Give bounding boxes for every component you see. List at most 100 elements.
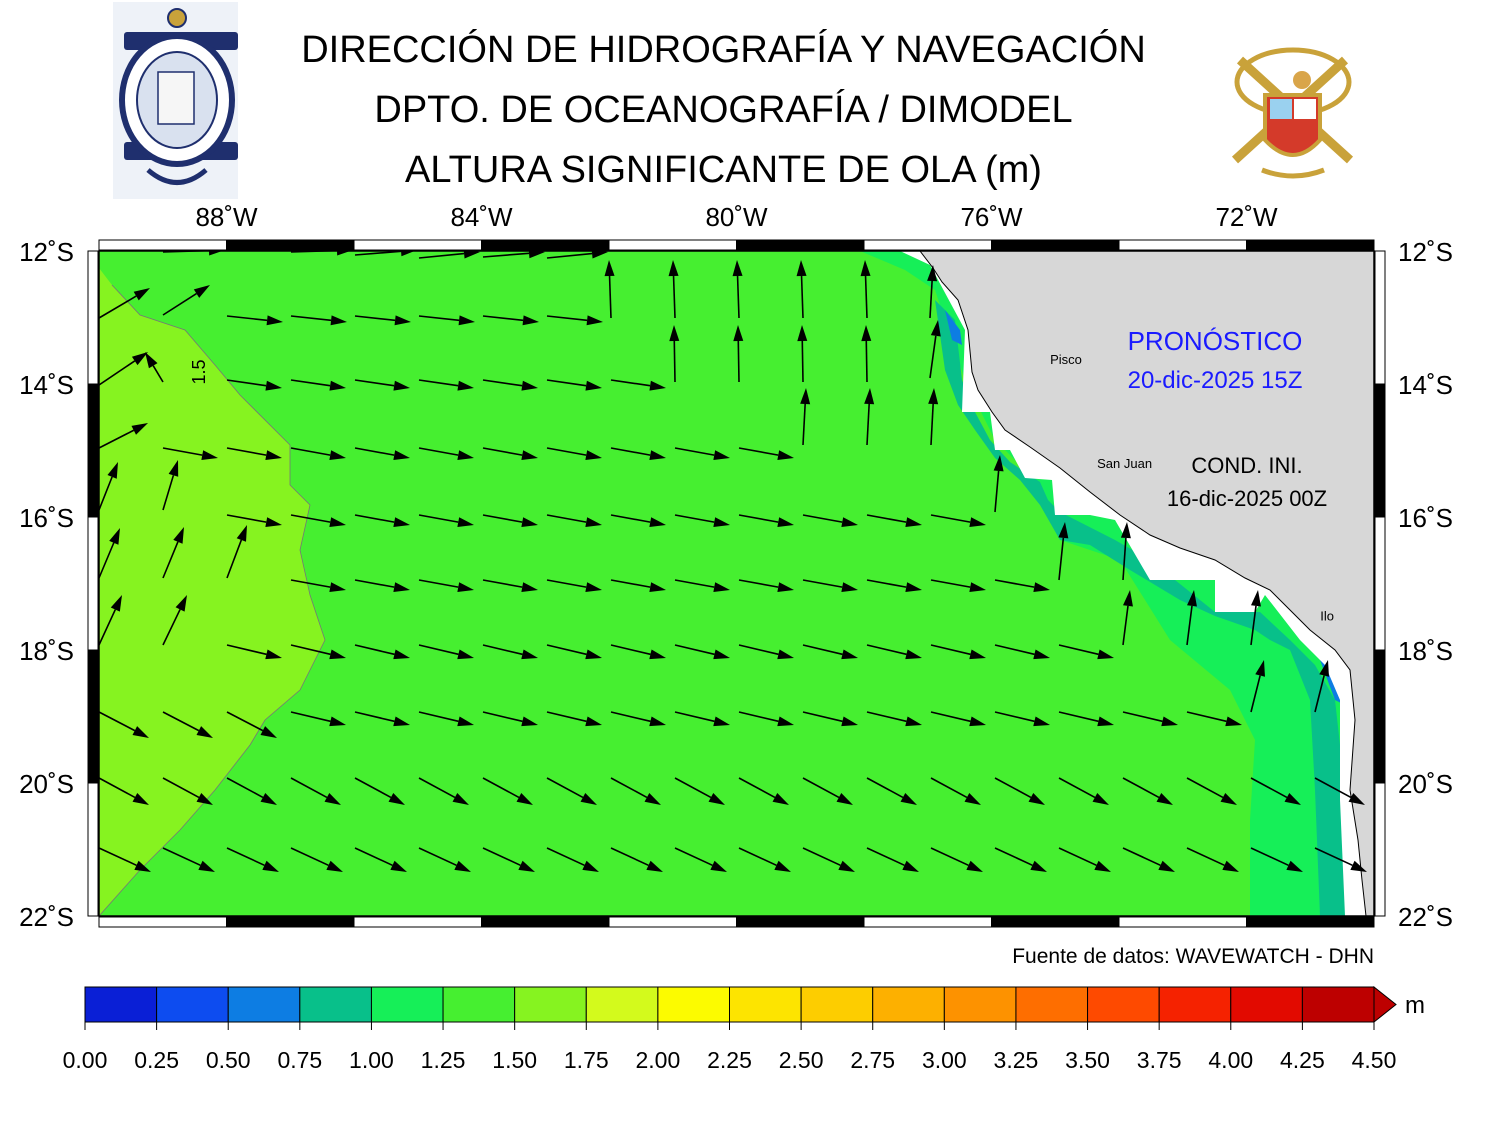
wave-direction-arrow [482,644,538,660]
lon-tick-label: 72˚W [1215,202,1278,232]
wave-field-1.50-1.75 [99,268,325,916]
wave-direction-arrow [738,847,791,872]
wave-direction-arrow [482,379,538,391]
wave-direction-arrow [290,315,347,326]
wave-direction-arrow [354,777,405,805]
wave-direction-arrow [482,777,533,805]
wave-direction-arrow [866,777,917,805]
lat-tick-label-right: 22˚S [1398,902,1453,932]
wave-direction-arrow [866,847,919,872]
wave-direction-arrow [546,447,602,461]
wave-direction-arrow [674,447,730,461]
colorbar-tick-label: 0.00 [63,1047,108,1073]
wave-direction-arrow [674,514,730,528]
colorbar-tick-label: 3.00 [922,1047,967,1073]
wave-direction-arrow [930,847,983,872]
colorbar-tick-label: 3.50 [1065,1047,1110,1073]
colorbar-swatch [1230,986,1303,1023]
wave-direction-arrow [866,711,922,727]
wave-direction-arrow [418,711,474,727]
wave-direction-arrow [1250,590,1261,646]
wave-direction-arrow [1250,847,1303,872]
colorbar-swatch [1301,986,1375,1023]
colorbar-swatch [156,986,229,1023]
forecast-label: PRONÓSTICO [1128,326,1303,356]
wave-direction-arrow [930,644,986,660]
wave-direction-arrow [418,447,474,461]
wave-direction-arrow [861,325,872,383]
wave-direction-arrow [290,711,346,727]
wave-direction-arrow [418,315,475,326]
colorbar-swatch [442,986,516,1023]
wave-direction-arrow [738,711,794,727]
wave-direction-arrow [802,777,853,805]
wave-direction-arrow [546,315,603,326]
wave-direction-arrow [738,579,794,593]
colorbar-overflow-triangle [1373,985,1397,1024]
wave-direction-arrow [674,579,730,593]
wave-direction-arrow [418,579,474,593]
wave-direction-arrow [482,847,535,872]
wave-direction-arrow [162,447,218,461]
wave-direction-arrow [674,777,725,805]
colorbar-tick-label: 3.25 [994,1047,1039,1073]
wave-direction-arrow [610,579,666,593]
wave-direction-arrow [226,525,247,579]
peru-navy-coat-of-arms [1231,47,1354,179]
lat-tick-label-right: 12˚S [1398,237,1453,267]
wave-direction-arrow [354,579,410,593]
wave-direction-arrow [1250,660,1265,713]
wave-direction-arrow [1314,777,1365,805]
wave-direction-arrow [674,711,730,727]
wave-direction-arrow [802,711,858,727]
wave-direction-arrow [610,379,666,391]
wave-direction-arrow [98,777,149,805]
wave-direction-arrow [1314,847,1367,872]
colorbar-swatch [729,986,802,1023]
colorbar-tick-label: 4.00 [1208,1047,1253,1073]
wave-direction-arrow [732,260,743,319]
colorbar-tick-label: 3.75 [1137,1047,1182,1073]
wave-direction-arrow [1058,777,1109,805]
wave-direction-arrow [354,514,410,528]
wave-direction-arrow [418,644,474,660]
wave-direction-arrow [162,847,215,872]
wave-direction-arrow [98,423,148,449]
wave-direction-arrow [738,644,794,660]
colorbar-swatch [514,986,587,1023]
colorbar-tick-label: 1.75 [564,1047,609,1073]
wave-direction-arrow [354,379,410,391]
data-source-label: Fuente de datos: WAVEWATCH - DHN [1012,945,1374,968]
lat-tick-label-right: 14˚S [1398,370,1453,400]
wave-direction-arrow [226,644,282,660]
wave-direction-arrow [1314,660,1329,713]
wave-direction-arrow [1122,847,1175,872]
wave-direction-arrow [226,514,282,528]
wave-direction-arrow [354,447,410,461]
wave-direction-arrow [226,315,283,326]
wave-direction-arrow [546,711,602,727]
colorbar-swatch [943,986,1017,1023]
wave-direction-arrow [733,325,744,383]
wave-direction-arrow [1122,711,1178,727]
colorbar-swatch [800,986,874,1023]
wave-direction-arrow [1058,847,1111,872]
wave-direction-arrow [993,455,1004,513]
wave-direction-arrow [98,847,151,872]
colorbar-tick-label: 2.00 [636,1047,681,1073]
colorbar-swatch [227,986,301,1023]
colorbar-swatch [872,986,945,1023]
wave-direction-arrow [290,644,346,660]
lat-tick-label-right: 20˚S [1398,769,1453,799]
city-label: San Juan [1097,456,1152,471]
wave-direction-arrow [1186,590,1197,646]
wave-direction-arrow [418,847,471,872]
colorbar [84,985,1397,1030]
wave-direction-arrow [797,325,808,383]
wave-direction-arrow [994,579,1050,593]
colorbar-swatch [1015,986,1089,1023]
wave-direction-arrow [1058,644,1114,660]
wave-direction-arrow [1122,590,1133,646]
wave-direction-arrow [98,711,149,738]
wave-direction-arrow [610,644,666,660]
